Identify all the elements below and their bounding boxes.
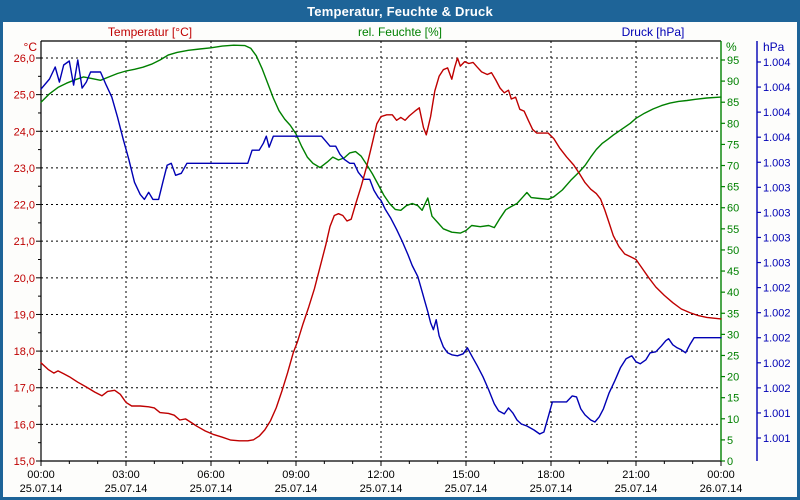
pressure-tick-label: 1.003 — [763, 157, 791, 169]
humidity-unit-label: % — [726, 40, 737, 54]
pressure-tick-label: 1.001 — [763, 433, 791, 445]
temp-tick-label: 21,0 — [14, 236, 35, 248]
window-border-bottom — [0, 497, 800, 500]
x-time-label: 18:00 — [537, 469, 565, 481]
x-date-label: 25.07.14 — [105, 483, 148, 495]
x-date-label: 26.07.14 — [700, 483, 743, 495]
temperature-line — [40, 57, 722, 442]
temp-tick-label: 23,0 — [14, 163, 35, 175]
humidity-tick-label: 0 — [727, 456, 733, 468]
humidity-tick-label: 15 — [727, 393, 739, 405]
temp-tick-label: 17,0 — [14, 383, 35, 395]
pressure-tick-label: 1.002 — [763, 283, 791, 295]
humidity-tick-label: 35 — [727, 308, 739, 320]
x-date-label: 25.07.14 — [275, 483, 318, 495]
pressure-tick-label: 1.004 — [763, 107, 791, 119]
humidity-tick-label: 10 — [727, 414, 739, 426]
humidity-tick-label: 5 — [727, 435, 733, 447]
window-border-right — [797, 22, 800, 500]
pressure-unit-label: hPa — [763, 40, 785, 54]
temp-tick-label: 19,0 — [14, 309, 35, 321]
pressure-tick-label: 1.004 — [763, 57, 791, 69]
temp-tick-label: 24,0 — [14, 126, 35, 138]
humidity-tick-label: 50 — [727, 245, 739, 257]
pressure-tick-label: 1.003 — [763, 232, 791, 244]
x-time-label: 00:00 — [707, 469, 735, 481]
temp-tick-label: 15,0 — [14, 456, 35, 468]
humidity-tick-label: 60 — [727, 203, 739, 215]
window-border-left — [0, 22, 3, 500]
temp-tick-label: 25,0 — [14, 90, 35, 102]
humidity-tick-label: 20 — [727, 372, 739, 384]
x-date-label: 25.07.14 — [445, 483, 488, 495]
x-date-label: 25.07.14 — [20, 483, 63, 495]
humidity-tick-label: 90 — [727, 76, 739, 88]
temp-tick-label: 18,0 — [14, 346, 35, 358]
x-date-label: 25.07.14 — [615, 483, 658, 495]
humidity-tick-label: 85 — [727, 97, 739, 109]
x-time-label: 06:00 — [197, 469, 225, 481]
humidity-tick-label: 65 — [727, 182, 739, 194]
temp-tick-label: 16,0 — [14, 419, 35, 431]
pressure-tick-label: 1.003 — [763, 207, 791, 219]
chart-canvas: 15,0 16,0 17,0 18,0 19,0 20,0 21,0 22,0 23,0 24,0… — [0, 22, 800, 500]
pressure-tick-label: 1.004 — [763, 82, 791, 94]
legend-item: Temperatur [°C] — [108, 25, 192, 39]
x-time-label: 00:00 — [27, 469, 55, 481]
pressure-line — [40, 59, 722, 435]
pressure-tick-label: 1.001 — [763, 408, 791, 420]
humidity-tick-label: 55 — [727, 224, 739, 236]
x-date-label: 25.07.14 — [530, 483, 573, 495]
humidity-tick-label: 30 — [727, 329, 739, 341]
x-date-label: 25.07.14 — [360, 483, 403, 495]
x-time-label: 21:00 — [622, 469, 650, 481]
x-time-label: 09:00 — [282, 469, 310, 481]
window-title: Temperatur, Feuchte & Druck — [307, 3, 493, 19]
humidity-line — [40, 44, 722, 234]
pressure-tick-label: 1.002 — [763, 308, 791, 320]
humidity-tick-label: 95 — [727, 55, 739, 67]
pressure-tick-label: 1.003 — [763, 182, 791, 194]
legend-item: rel. Feuchte [%] — [358, 25, 442, 39]
temp-tick-label: 22,0 — [14, 200, 35, 212]
temp-unit-label: °C — [24, 40, 38, 54]
humidity-tick-label: 45 — [727, 266, 739, 278]
humidity-tick-label: 70 — [727, 161, 739, 173]
humidity-tick-label: 40 — [727, 287, 739, 299]
humidity-tick-label: 25 — [727, 350, 739, 362]
x-time-label: 15:00 — [452, 469, 480, 481]
pressure-tick-label: 1.003 — [763, 258, 791, 270]
x-time-label: 03:00 — [112, 469, 140, 481]
x-date-label: 25.07.14 — [190, 483, 233, 495]
pressure-tick-label: 1.002 — [763, 333, 791, 345]
humidity-tick-label: 75 — [727, 139, 739, 151]
x-time-label: 12:00 — [367, 469, 395, 481]
pressure-tick-label: 1.002 — [763, 358, 791, 370]
title-bar: Temperatur, Feuchte & Druck — [0, 0, 800, 22]
pressure-tick-label: 1.004 — [763, 132, 791, 144]
temp-tick-label: 20,0 — [14, 273, 35, 285]
humidity-tick-label: 80 — [727, 118, 739, 130]
legend-item: Druck [hPa] — [622, 25, 685, 39]
pressure-tick-label: 1.002 — [763, 383, 791, 395]
temp-tick-label: 26,0 — [14, 53, 35, 65]
